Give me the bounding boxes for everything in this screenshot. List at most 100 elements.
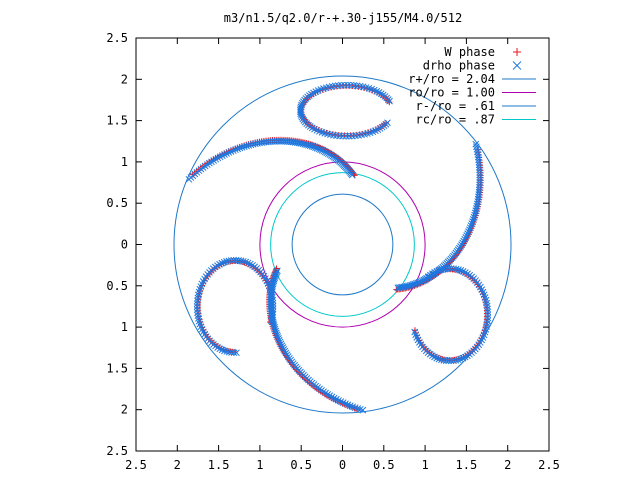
point-1 [433,354,441,362]
point-1 [484,311,492,319]
point-1 [484,314,492,322]
point-1 [221,151,228,158]
point-1 [278,342,286,350]
point-1 [347,81,355,89]
chart-title: m3/n1.5/q2.0/r-+.30-j155/M4.0/512 [224,11,462,25]
circle-2 [291,193,394,296]
y-tick-label: 0 [121,238,128,252]
legend-marker [512,61,522,70]
point-1 [460,237,468,245]
point-1 [242,258,250,266]
point-1 [466,226,473,234]
point-1 [193,300,201,308]
point-1 [438,266,445,273]
point-1 [220,258,228,266]
point-1 [468,220,476,227]
legend-label: rc/ro = .87 [416,113,495,127]
x-tick-label: 0.5 [290,458,312,472]
point-1 [476,171,484,179]
point-1 [238,143,246,151]
circle-1 [259,161,426,328]
point-1 [232,146,239,154]
point-1 [298,113,306,121]
point-1 [465,228,472,236]
x-tick-label: 0.5 [373,458,395,472]
point-1 [193,303,201,310]
point-1 [269,299,277,307]
point-1 [271,325,279,333]
point-1 [194,297,201,305]
point-1 [234,145,242,153]
point-1 [467,222,475,229]
axis-ticks: 2.5 2 1.5 1 0.5 0 0.5 1 1.5 2 2.52.521.510.500.511… [106,31,560,472]
legend-label: drho phase [423,59,495,73]
point-1 [359,406,367,414]
point-1 [476,166,483,174]
point-1 [318,147,326,154]
point-1 [269,305,277,313]
point-1 [227,148,235,155]
point-1 [269,302,277,310]
point-1 [476,169,483,176]
point-1 [474,153,482,161]
point-1 [274,333,282,340]
point-1 [229,147,237,154]
point-1 [321,148,329,156]
y-tick-label: 2 [121,72,128,86]
point-1 [464,230,471,237]
y-tick-label: 2.5 [106,444,128,458]
y-tick-label: 2.5 [106,31,128,45]
point-1 [457,267,465,274]
point-1 [473,145,481,153]
point-1 [225,149,233,156]
legend-marker [513,48,521,56]
point-1 [225,257,233,265]
data-points [185,81,492,414]
point-1 [276,338,284,346]
x-tick-label: 0 [339,458,346,472]
point-1 [461,235,469,243]
point-1 [185,175,193,183]
point-1 [462,234,470,241]
point-1 [474,148,481,156]
point-1 [317,146,324,154]
point-1 [435,266,443,274]
point-1 [281,347,289,355]
point-1 [275,335,282,342]
x-tick-label: 2 [504,458,511,472]
point-1 [310,143,318,151]
point-1 [315,145,323,153]
point-1 [233,349,240,357]
legend-label: r+/ro = 2.04 [408,72,495,86]
point-1 [223,258,230,265]
point-1 [273,331,281,339]
point-1 [320,147,328,155]
point-1 [312,144,319,151]
x-tick-label: 1.5 [456,458,478,472]
point-1 [240,143,248,150]
point-1 [454,356,462,364]
point-1 [476,176,484,184]
point-1 [476,181,483,189]
point-1 [275,336,283,344]
point-1 [277,340,285,348]
y-tick-label: 1.5 [106,361,128,375]
point-1 [469,216,477,223]
legend-label: r-/ro = .61 [416,99,495,113]
point-1 [484,308,492,316]
point-1 [236,144,244,152]
y-tick-label: 1 [121,320,128,334]
point-1 [463,232,471,239]
point-1 [339,132,347,140]
point-1 [421,276,428,284]
point-1 [440,265,448,273]
reference-circles [173,75,512,414]
x-tick-label: 1 [256,458,263,472]
point-1 [270,322,278,329]
point-1 [470,213,478,221]
x-tick-label: 2.5 [125,458,147,472]
legend-label: W phase [444,45,495,59]
point-1 [245,142,253,149]
y-tick-label: 1 [121,155,128,169]
